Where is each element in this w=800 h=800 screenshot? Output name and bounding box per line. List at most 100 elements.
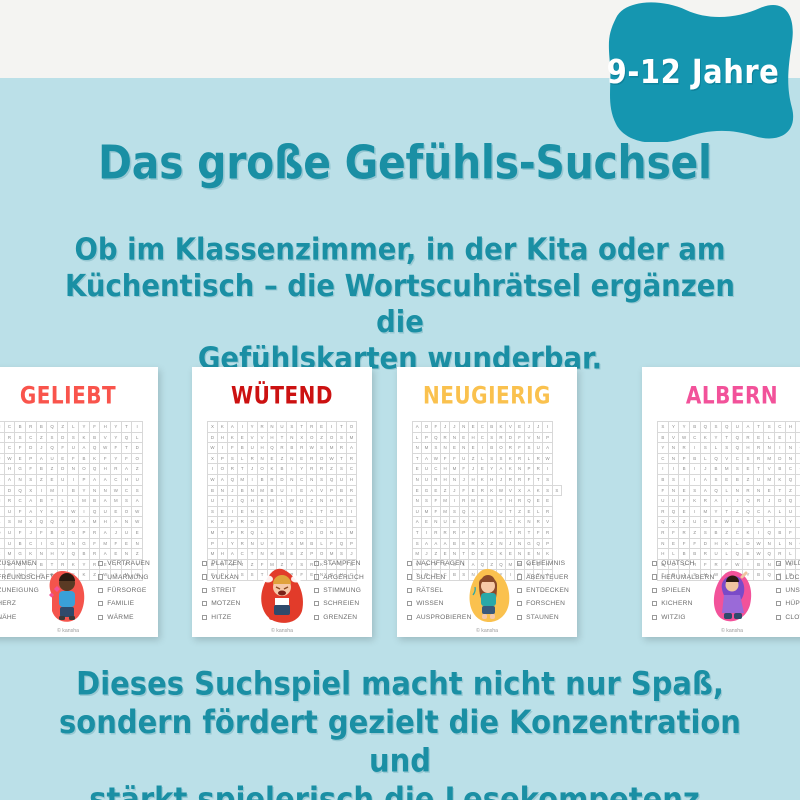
checkbox-icon[interactable] — [98, 561, 104, 567]
grid-cell: E — [542, 495, 553, 507]
word-list-item[interactable]: RÄTSEL — [407, 584, 472, 597]
checkbox-icon[interactable] — [314, 587, 320, 594]
word-list-item[interactable]: GRENZEN — [314, 611, 364, 624]
word-list-item[interactable]: ENTDECKEN — [516, 584, 569, 597]
checkbox-icon[interactable] — [776, 601, 782, 607]
word-list-item[interactable]: ABENTEUER — [516, 570, 569, 583]
word-list-item[interactable]: CLOWN — [776, 611, 800, 624]
word-list-item[interactable]: MOTZEN — [202, 597, 242, 610]
word-list-item[interactable]: SPIELEN — [652, 584, 715, 597]
checkbox-icon[interactable] — [516, 561, 523, 567]
word-list-item[interactable]: AUSPROBIEREN — [407, 611, 472, 624]
checkbox-icon[interactable] — [98, 574, 104, 580]
checkbox-icon[interactable] — [98, 587, 104, 594]
grid-cell: C — [774, 421, 786, 433]
checkbox-icon[interactable] — [314, 561, 320, 567]
grid-cell: H — [742, 442, 754, 454]
word-list-item[interactable]: FORSCHEN — [516, 597, 569, 610]
checkbox-icon[interactable] — [652, 601, 658, 607]
grid-cell: F — [784, 526, 797, 539]
word-list-item[interactable]: STAUNEN — [516, 611, 569, 624]
word-list-item[interactable]: GEHEIMNIS — [516, 557, 569, 570]
worksheet-card-albern[interactable]: ALBERN SYYBQSQUATSCHKBVWCKYTQRELEIPYNRIS… — [642, 367, 800, 637]
grid-cell: D — [3, 484, 16, 497]
checkbox-icon[interactable] — [202, 574, 208, 580]
checkbox-icon[interactable] — [314, 614, 320, 620]
word-list-item[interactable]: ZUNEIGUNG — [0, 584, 54, 597]
word-list-item[interactable]: VERTRAUEN — [98, 557, 150, 570]
grid-cell: Y — [78, 421, 90, 433]
checkbox-icon[interactable] — [202, 587, 208, 594]
checkbox-icon[interactable] — [516, 574, 523, 580]
checkbox-icon[interactable] — [407, 601, 413, 607]
grid-cell: D — [505, 431, 516, 444]
grid-cell: Q — [335, 537, 347, 550]
word-list-item[interactable]: WISSEN — [407, 597, 472, 610]
checkbox-icon[interactable] — [652, 574, 658, 580]
checkbox-icon[interactable] — [776, 574, 782, 580]
checkbox-icon[interactable] — [407, 614, 413, 620]
word-label: HERZ — [0, 600, 17, 608]
word-list-item[interactable]: STAMPFEN — [314, 557, 364, 570]
grid-cell: I — [78, 505, 90, 518]
grid-cell: M — [236, 473, 248, 486]
word-list-item[interactable]: ZUSAMMEN — [0, 557, 54, 570]
checkbox-icon[interactable] — [516, 587, 523, 594]
word-list-item[interactable]: UMARMUNG — [98, 570, 150, 583]
word-list-item[interactable]: FREUNDSCHAFT — [0, 570, 54, 583]
checkbox-icon[interactable] — [407, 574, 413, 580]
word-list-item[interactable]: SCHREIEN — [314, 597, 364, 610]
word-list-item[interactable]: STIMMUNG — [314, 584, 364, 597]
word-list-item[interactable]: WÄRME — [98, 611, 150, 624]
grid-cell: R — [657, 526, 669, 539]
grid-cell: W — [752, 537, 765, 550]
checkbox-icon[interactable] — [407, 587, 413, 594]
grid-cell: U — [131, 473, 143, 486]
grid-cell: A — [542, 569, 553, 581]
checkbox-icon[interactable] — [516, 614, 523, 620]
word-list-item[interactable]: WITZIG — [652, 611, 715, 624]
word-list-item[interactable]: QUATSCH — [652, 557, 715, 570]
word-list-item[interactable]: STREIT — [202, 584, 242, 597]
worksheet-card-geliebt[interactable]: GELIEBT HCBRBQZLYFHYTIERSCZSDSKBVYQLSCFD… — [0, 367, 158, 637]
word-list-item[interactable]: PLATZEN — [202, 557, 242, 570]
word-list-item[interactable]: NACHFRAGEN — [407, 557, 472, 570]
word-list-item[interactable]: UNSINN — [776, 584, 800, 597]
word-list-item[interactable]: ÄRGERLICH — [314, 570, 364, 583]
grid-cell: G — [286, 505, 298, 518]
word-list-item[interactable]: HERUMALBERN — [652, 570, 715, 583]
checkbox-icon[interactable] — [98, 614, 104, 620]
checkbox-icon[interactable] — [776, 614, 782, 620]
grid-cell: Y — [246, 421, 258, 433]
word-list-item[interactable]: SUCHEN — [407, 570, 472, 583]
grid-cell: F — [678, 495, 690, 507]
grid-cell: I — [542, 421, 553, 433]
checkbox-icon[interactable] — [652, 614, 658, 620]
grid-cell: J — [505, 537, 516, 550]
word-list-item[interactable]: FÜRSORGE — [98, 584, 150, 597]
word-list-item[interactable]: HÜPFEN — [776, 597, 800, 610]
checkbox-icon[interactable] — [314, 574, 320, 580]
checkbox-icon[interactable] — [98, 601, 104, 607]
word-list-item[interactable]: VULKAN — [202, 570, 242, 583]
checkbox-icon[interactable] — [776, 561, 782, 567]
checkbox-icon[interactable] — [202, 601, 208, 607]
word-list-item[interactable]: NÄHE — [0, 611, 54, 624]
checkbox-icon[interactable] — [407, 561, 413, 567]
checkbox-icon[interactable] — [202, 561, 208, 567]
word-list-item[interactable]: WILDEN — [776, 557, 800, 570]
word-list-item[interactable]: HERZ — [0, 597, 54, 610]
word-list-item[interactable]: KICHERN — [652, 597, 715, 610]
word-list-item[interactable]: FAMILIE — [98, 597, 150, 610]
checkbox-icon[interactable] — [652, 561, 658, 567]
checkbox-icon[interactable] — [202, 614, 208, 620]
word-list-item[interactable]: LOCKER — [776, 570, 800, 583]
checkbox-icon[interactable] — [652, 587, 658, 594]
grid-cell: A — [99, 495, 112, 507]
word-list-item[interactable]: HITZE — [202, 611, 242, 624]
checkbox-icon[interactable] — [776, 587, 782, 594]
checkbox-icon[interactable] — [314, 601, 320, 607]
checkbox-icon[interactable] — [516, 601, 523, 607]
